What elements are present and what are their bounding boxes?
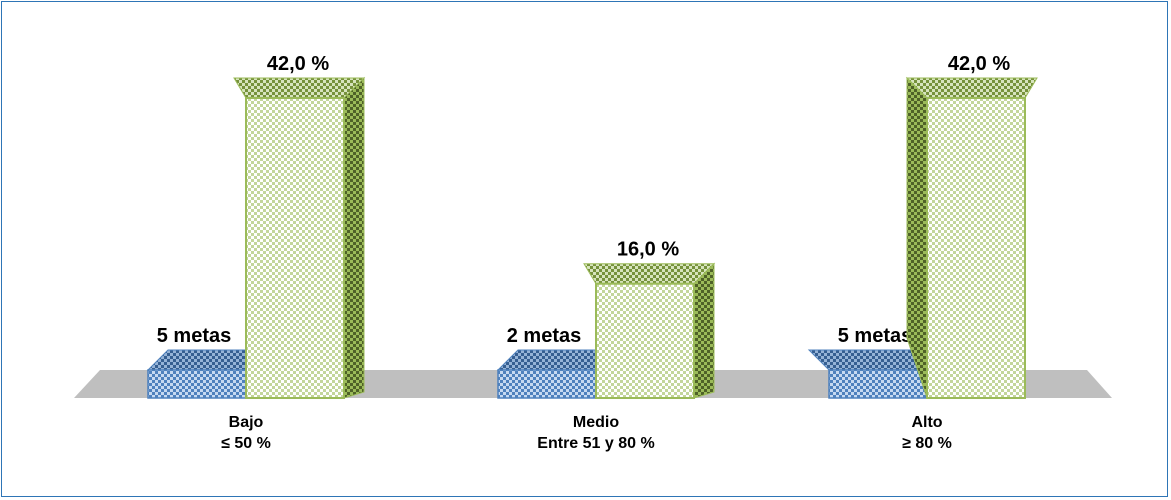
data-label-blue: 5 metas [157,325,232,347]
category-range-label: ≤ 50 % [221,435,271,452]
data-label-blue: 2 metas [507,325,582,347]
data-label-green: 42,0 % [948,53,1010,75]
bar-top-green [583,263,716,285]
category-range-label: ≥ 80 % [902,435,952,452]
bar-green [245,97,345,399]
bar-top-blue [496,349,597,371]
bar-top-green [233,77,366,99]
bar-top-blue [146,349,247,371]
bar-blue [147,369,247,399]
bar-green [595,282,695,400]
bar-blue [497,369,597,399]
data-label-green: 16,0 % [617,239,679,261]
bar-blue [828,369,928,399]
category-label: Alto [911,414,942,431]
data-label-green: 42,0 % [267,53,329,75]
bar-top-blue [807,349,928,371]
bar-green [926,97,1026,399]
category-label: Medio [573,414,619,431]
bar-side-green [693,262,715,399]
data-label-blue: 5 metas [838,325,913,347]
bar-side-green [343,76,365,399]
category-label: Bajo [229,414,264,431]
bar-top-green [905,77,1038,99]
category-range-label: Entre 51 y 80 % [537,435,654,452]
